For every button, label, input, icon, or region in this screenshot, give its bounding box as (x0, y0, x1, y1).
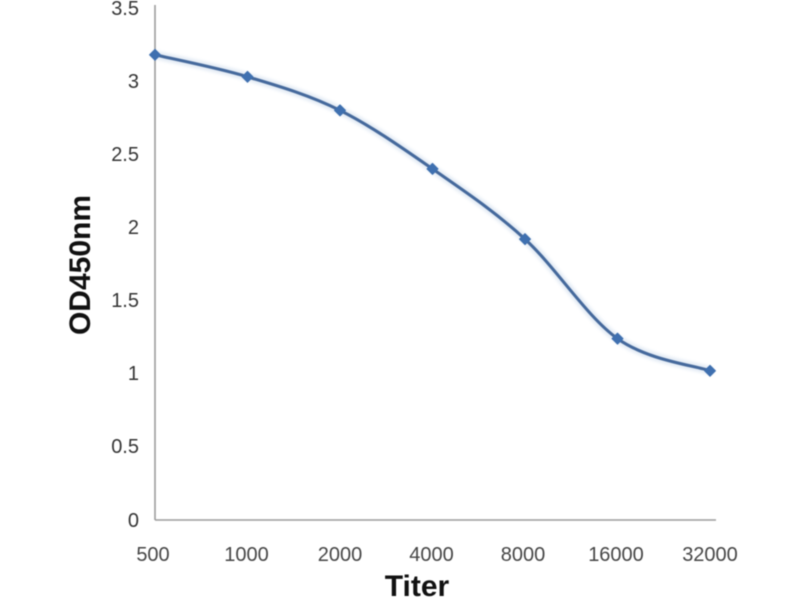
svg-text:3.5: 3.5 (111, 0, 139, 20)
svg-text:500: 500 (136, 544, 169, 566)
svg-text:4000: 4000 (409, 544, 454, 566)
svg-text:Titer: Titer (385, 570, 450, 600)
svg-text:3: 3 (128, 71, 139, 93)
svg-text:8000: 8000 (501, 544, 546, 566)
svg-text:2.5: 2.5 (111, 144, 139, 166)
svg-text:0: 0 (128, 510, 139, 532)
svg-text:16000: 16000 (588, 544, 644, 566)
svg-text:1.5: 1.5 (111, 290, 139, 312)
svg-text:1: 1 (128, 363, 139, 385)
svg-text:OD450nm: OD450nm (64, 195, 97, 335)
svg-text:32000: 32000 (682, 544, 738, 566)
svg-text:0.5: 0.5 (111, 436, 139, 458)
svg-text:1000: 1000 (224, 544, 269, 566)
svg-text:2: 2 (128, 217, 139, 239)
svg-text:2000: 2000 (318, 544, 363, 566)
